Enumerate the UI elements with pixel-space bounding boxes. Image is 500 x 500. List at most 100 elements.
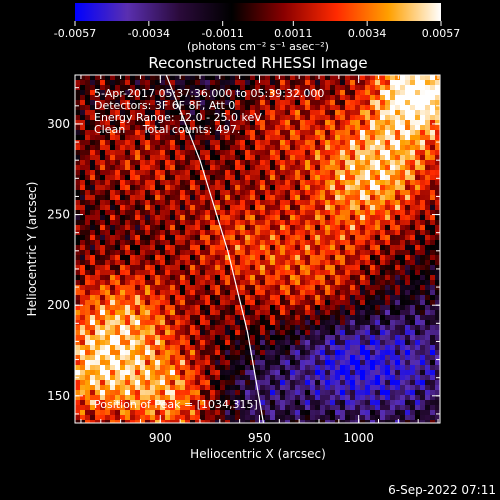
heatmap-cell bbox=[205, 95, 210, 100]
heatmap-cell bbox=[430, 165, 435, 170]
heatmap-cell bbox=[395, 315, 400, 320]
heatmap-cell bbox=[200, 310, 205, 315]
heatmap-cell bbox=[265, 355, 270, 360]
heatmap-cell bbox=[90, 160, 95, 165]
heatmap-cell bbox=[415, 80, 420, 85]
heatmap-cell bbox=[185, 150, 190, 155]
heatmap-cell bbox=[330, 375, 335, 380]
heatmap-cell bbox=[300, 295, 305, 300]
heatmap-cell bbox=[335, 295, 340, 300]
heatmap-cell bbox=[310, 355, 315, 360]
heatmap-cell bbox=[75, 220, 80, 225]
heatmap-cell bbox=[125, 175, 130, 180]
heatmap-cell bbox=[160, 225, 165, 230]
heatmap-cell bbox=[130, 150, 135, 155]
heatmap-cell bbox=[225, 285, 230, 290]
heatmap-cell bbox=[375, 335, 380, 340]
heatmap-cell bbox=[165, 370, 170, 375]
heatmap-cell bbox=[100, 305, 105, 310]
heatmap-cell bbox=[430, 325, 435, 330]
heatmap-cell bbox=[365, 150, 370, 155]
heatmap-cell bbox=[255, 340, 260, 345]
heatmap-cell bbox=[195, 115, 200, 120]
heatmap-cell bbox=[310, 120, 315, 125]
heatmap-cell bbox=[180, 85, 185, 90]
heatmap-cell bbox=[200, 125, 205, 130]
heatmap-cell bbox=[90, 80, 95, 85]
heatmap-cell bbox=[335, 380, 340, 385]
heatmap-cell bbox=[195, 220, 200, 225]
heatmap-cell bbox=[370, 220, 375, 225]
heatmap-cell bbox=[265, 235, 270, 240]
heatmap-cell bbox=[350, 195, 355, 200]
heatmap-cell bbox=[220, 195, 225, 200]
heatmap-cell bbox=[380, 395, 385, 400]
heatmap-cell bbox=[125, 355, 130, 360]
heatmap-cell bbox=[265, 250, 270, 255]
heatmap-cell bbox=[170, 85, 175, 90]
heatmap-cell bbox=[270, 345, 275, 350]
heatmap-cell bbox=[75, 225, 80, 230]
heatmap-cell bbox=[135, 185, 140, 190]
heatmap-cell bbox=[365, 320, 370, 325]
heatmap-cell bbox=[365, 285, 370, 290]
heatmap-cell bbox=[260, 140, 265, 145]
heatmap-cell bbox=[270, 255, 275, 260]
heatmap-cell bbox=[205, 340, 210, 345]
heatmap-cell bbox=[225, 365, 230, 370]
heatmap-cell bbox=[125, 135, 130, 140]
heatmap-cell bbox=[115, 255, 120, 260]
heatmap-cell bbox=[125, 350, 130, 355]
heatmap-cell bbox=[320, 100, 325, 105]
heatmap-cell bbox=[415, 135, 420, 140]
heatmap-cell bbox=[415, 100, 420, 105]
heatmap-cell bbox=[245, 140, 250, 145]
heatmap-cell bbox=[230, 385, 235, 390]
heatmap-cell bbox=[280, 340, 285, 345]
heatmap-cell bbox=[130, 110, 135, 115]
heatmap-cell bbox=[205, 145, 210, 150]
heatmap-cell bbox=[235, 185, 240, 190]
heatmap-cell bbox=[230, 405, 235, 410]
heatmap-cell bbox=[420, 255, 425, 260]
heatmap-cell bbox=[255, 295, 260, 300]
heatmap-cell bbox=[140, 160, 145, 165]
heatmap-cell bbox=[330, 135, 335, 140]
heatmap-cell bbox=[270, 300, 275, 305]
heatmap-cell bbox=[380, 325, 385, 330]
heatmap-cell bbox=[300, 210, 305, 215]
heatmap-cell bbox=[425, 240, 430, 245]
heatmap-cell bbox=[85, 295, 90, 300]
heatmap-cell bbox=[110, 365, 115, 370]
heatmap-cell bbox=[85, 210, 90, 215]
heatmap-cell bbox=[75, 260, 80, 265]
heatmap-cell bbox=[265, 265, 270, 270]
heatmap-cell bbox=[425, 275, 430, 280]
heatmap-cell bbox=[280, 195, 285, 200]
heatmap-cell bbox=[210, 285, 215, 290]
heatmap-cell bbox=[130, 140, 135, 145]
heatmap-cell bbox=[100, 245, 105, 250]
heatmap-cell bbox=[255, 250, 260, 255]
heatmap-cell bbox=[210, 380, 215, 385]
heatmap-cell bbox=[210, 270, 215, 275]
heatmap-cell bbox=[180, 215, 185, 220]
heatmap-cell bbox=[185, 285, 190, 290]
heatmap-cell bbox=[305, 170, 310, 175]
heatmap-cell bbox=[185, 340, 190, 345]
heatmap-cell bbox=[270, 315, 275, 320]
heatmap-cell bbox=[300, 395, 305, 400]
heatmap-cell bbox=[270, 235, 275, 240]
heatmap-cell bbox=[225, 90, 230, 95]
heatmap-cell bbox=[370, 275, 375, 280]
heatmap-cell bbox=[105, 125, 110, 130]
heatmap-cell bbox=[295, 110, 300, 115]
heatmap-cell bbox=[235, 340, 240, 345]
heatmap-cell bbox=[255, 390, 260, 395]
heatmap-cell bbox=[180, 265, 185, 270]
heatmap-cell bbox=[235, 355, 240, 360]
heatmap-cell bbox=[300, 320, 305, 325]
heatmap-cell bbox=[260, 85, 265, 90]
heatmap-cell bbox=[410, 325, 415, 330]
heatmap-cell bbox=[240, 360, 245, 365]
